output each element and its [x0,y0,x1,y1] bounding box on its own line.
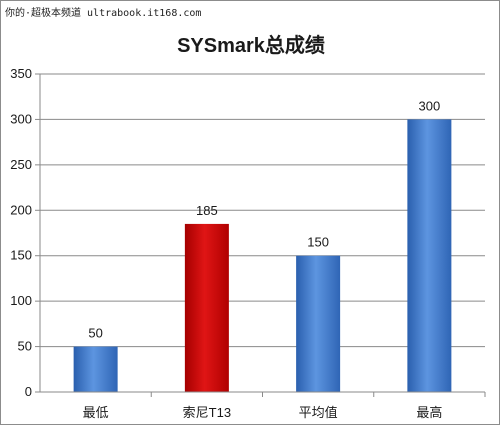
chart-title: SYSmark总成绩 [177,35,325,57]
x-tick-label: 平均值 [299,405,338,420]
x-tick-label: 索尼T13 [183,405,231,420]
data-label: 150 [307,235,329,250]
y-tick-label: 50 [18,339,32,354]
y-tick-label: 250 [10,157,32,172]
x-axis: 最低 索尼T13 平均值 最高 [40,391,486,420]
y-tick-label: 100 [10,293,32,308]
bar [73,346,118,392]
bar [407,119,452,392]
bars [73,119,452,392]
bar [184,223,229,392]
data-labels: 50 185 150 300 [88,98,440,340]
x-tick-label: 最高 [416,405,442,420]
x-tick-label: 最低 [83,405,109,420]
bar [296,255,341,392]
data-label: 185 [196,203,218,218]
watermark-text: 你的·超极本频道 ultrabook.it168.com [5,8,202,19]
data-label: 300 [419,98,441,113]
y-tick-label: 0 [25,384,32,399]
y-tick-label: 300 [10,111,32,126]
y-tick-label: 200 [10,202,32,217]
data-label: 50 [88,326,102,341]
y-tick-label: 150 [10,248,32,263]
y-tick-label: 350 [10,66,32,81]
y-axis: 0 50 100 150 200 250 300 350 [10,66,41,399]
